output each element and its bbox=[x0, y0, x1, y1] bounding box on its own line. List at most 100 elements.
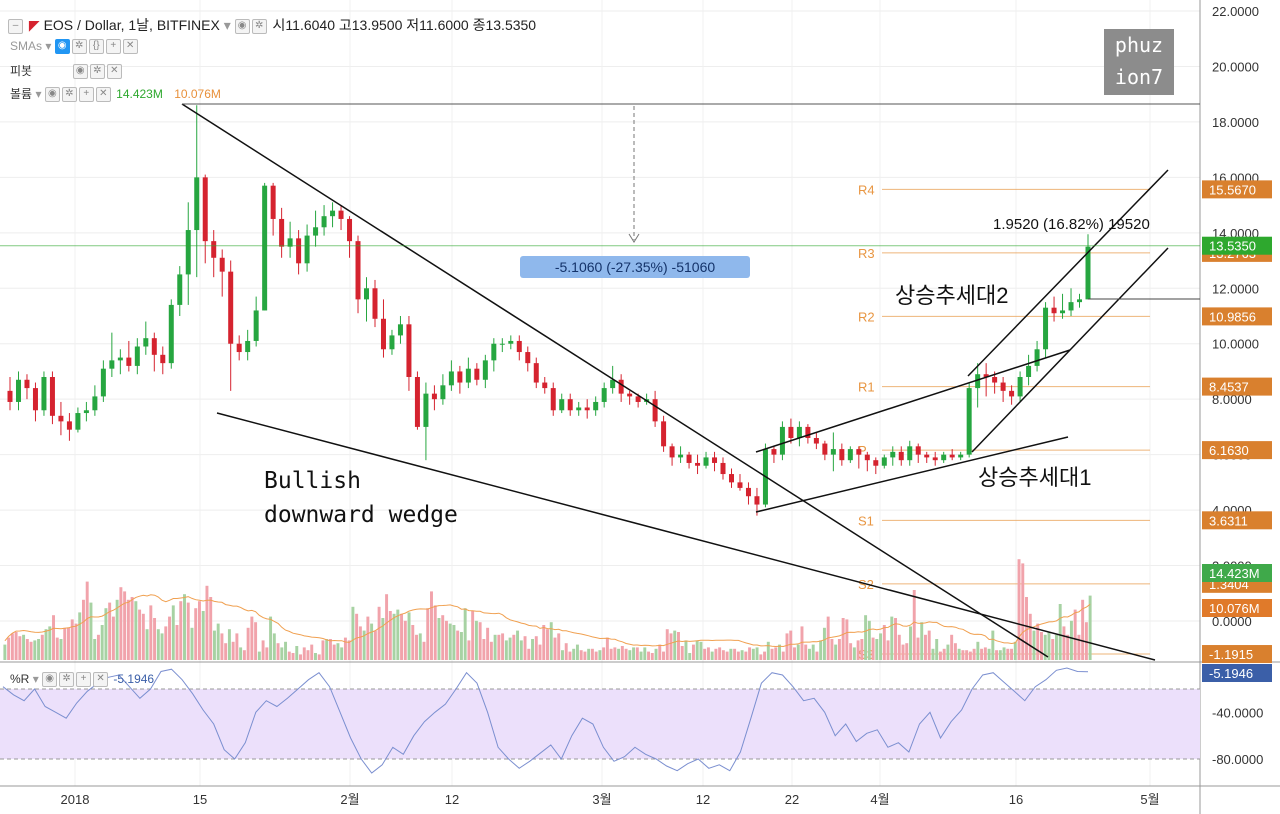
volume-bar bbox=[115, 599, 119, 660]
candle-body bbox=[1077, 299, 1083, 303]
volume-bar bbox=[909, 626, 912, 660]
close-icon[interactable]: ✕ bbox=[122, 39, 138, 55]
volume-bar bbox=[141, 613, 145, 660]
volume-bar bbox=[512, 634, 516, 660]
volume-bar bbox=[153, 618, 157, 660]
candle-body bbox=[661, 421, 667, 447]
volume-bar bbox=[531, 639, 535, 660]
candle-body bbox=[287, 238, 293, 247]
time-axis[interactable]: 2018 15 2월 12 3월 12 22 4월 16 5월 bbox=[61, 792, 1160, 807]
price-axis[interactable]: 22.000020.000018.000016.000014.000012.00… bbox=[1202, 4, 1272, 767]
volume-bar bbox=[804, 644, 808, 660]
source-icon[interactable]: {} bbox=[88, 39, 104, 55]
volume-bar bbox=[718, 647, 722, 660]
settings-icon[interactable]: ✲ bbox=[59, 672, 75, 688]
volume-bar bbox=[587, 648, 591, 660]
eye-icon[interactable]: ◉ bbox=[44, 87, 60, 103]
volume-bar bbox=[912, 590, 916, 660]
candle-body bbox=[1068, 302, 1074, 311]
volume-bar bbox=[89, 602, 93, 660]
candle-body bbox=[457, 371, 463, 383]
volume-bar bbox=[733, 648, 737, 660]
chevron-down-icon[interactable]: ▾ bbox=[35, 87, 42, 101]
eye-icon[interactable]: ◉ bbox=[234, 18, 250, 34]
volume-bar bbox=[789, 630, 793, 660]
chevron-down-icon[interactable]: ▾ bbox=[32, 672, 39, 686]
eye-icon[interactable]: ◉ bbox=[72, 64, 88, 80]
volume-bar bbox=[613, 647, 617, 660]
symbol-title[interactable]: EOS / Dollar, 1날, BITFINEX bbox=[43, 17, 220, 33]
volume-bar bbox=[14, 632, 18, 660]
volume-bar bbox=[231, 641, 235, 660]
price-tick-label: 0.0000 bbox=[1212, 614, 1252, 629]
close-icon[interactable]: ✕ bbox=[93, 672, 109, 688]
collapse-icon[interactable]: – bbox=[8, 18, 23, 34]
candle-body bbox=[864, 454, 870, 461]
candle-body bbox=[168, 304, 174, 364]
volume-bar bbox=[67, 627, 70, 660]
settings-icon[interactable]: ✲ bbox=[71, 39, 87, 55]
volume-bar bbox=[980, 648, 984, 660]
time-tick-label: 15 bbox=[193, 792, 207, 807]
volume-bar bbox=[875, 639, 879, 660]
candle-body bbox=[669, 446, 675, 458]
volume-bar bbox=[1036, 623, 1040, 660]
volume-bar bbox=[336, 643, 340, 660]
volume-bar bbox=[1002, 647, 1006, 660]
wpr-tick-label: -40.0000 bbox=[1212, 705, 1263, 720]
add-icon[interactable]: + bbox=[78, 87, 94, 103]
add-icon[interactable]: + bbox=[105, 39, 121, 55]
volume-bar bbox=[482, 639, 486, 660]
volume-bar bbox=[55, 637, 59, 660]
smas-label[interactable]: SMAs bbox=[10, 39, 43, 53]
volume-bar bbox=[497, 634, 501, 660]
candle-body bbox=[1026, 365, 1032, 377]
add-icon[interactable]: + bbox=[76, 672, 92, 688]
pivot-label[interactable]: 피봇 bbox=[10, 64, 33, 78]
close-icon[interactable]: ✕ bbox=[95, 87, 111, 103]
pivot-badge-text: 8.4537 bbox=[1209, 380, 1249, 395]
chevron-down-icon[interactable]: ▾ bbox=[45, 39, 52, 53]
volume-bar bbox=[639, 651, 643, 660]
eye-icon[interactable]: ◉ bbox=[54, 39, 70, 55]
volume-bar bbox=[1025, 597, 1028, 660]
candle-body bbox=[1060, 310, 1066, 314]
volume-bar bbox=[467, 640, 471, 660]
volume-bar bbox=[400, 613, 404, 660]
candle-body bbox=[41, 377, 47, 411]
candle-body bbox=[423, 393, 429, 427]
volume-bar bbox=[407, 612, 411, 660]
eye-icon[interactable]: ◉ bbox=[42, 672, 58, 688]
trend-lines[interactable] bbox=[181, 103, 1200, 661]
settings-icon[interactable]: ✲ bbox=[251, 18, 267, 34]
chevron-down-icon[interactable]: ▾ bbox=[223, 17, 231, 33]
volume-bar bbox=[81, 599, 85, 660]
candle-body bbox=[330, 210, 336, 217]
volume-bar bbox=[770, 648, 774, 660]
volume-bar bbox=[385, 594, 389, 660]
volume-bar bbox=[22, 634, 26, 660]
candle-body bbox=[949, 454, 955, 458]
candle-body bbox=[907, 446, 913, 461]
volume-bar bbox=[328, 639, 332, 660]
candle-body bbox=[270, 185, 276, 219]
candle-body bbox=[720, 462, 726, 475]
candle-body bbox=[75, 413, 81, 430]
volume-bar bbox=[905, 643, 909, 660]
settings-icon[interactable]: ✲ bbox=[89, 64, 105, 80]
volume-value: 14.423M bbox=[116, 87, 163, 101]
candle-body bbox=[160, 354, 166, 364]
pivot-lines: R4R3R2R1PS1S2S3 bbox=[858, 182, 1150, 662]
settings-icon[interactable]: ✲ bbox=[61, 87, 77, 103]
close-icon[interactable]: ✕ bbox=[106, 64, 122, 80]
volume-bar bbox=[609, 648, 613, 660]
wpr-label[interactable]: %R bbox=[10, 672, 30, 686]
ohlc-high: 고13.9500 bbox=[338, 17, 403, 33]
volume-label[interactable]: 볼륨 bbox=[10, 87, 33, 101]
volume-bar bbox=[126, 599, 130, 660]
volume-bar bbox=[220, 633, 224, 660]
volume-bars bbox=[3, 559, 1092, 660]
pivot-badge-text: 15.5670 bbox=[1209, 182, 1256, 197]
time-tick-label: 22 bbox=[785, 792, 799, 807]
